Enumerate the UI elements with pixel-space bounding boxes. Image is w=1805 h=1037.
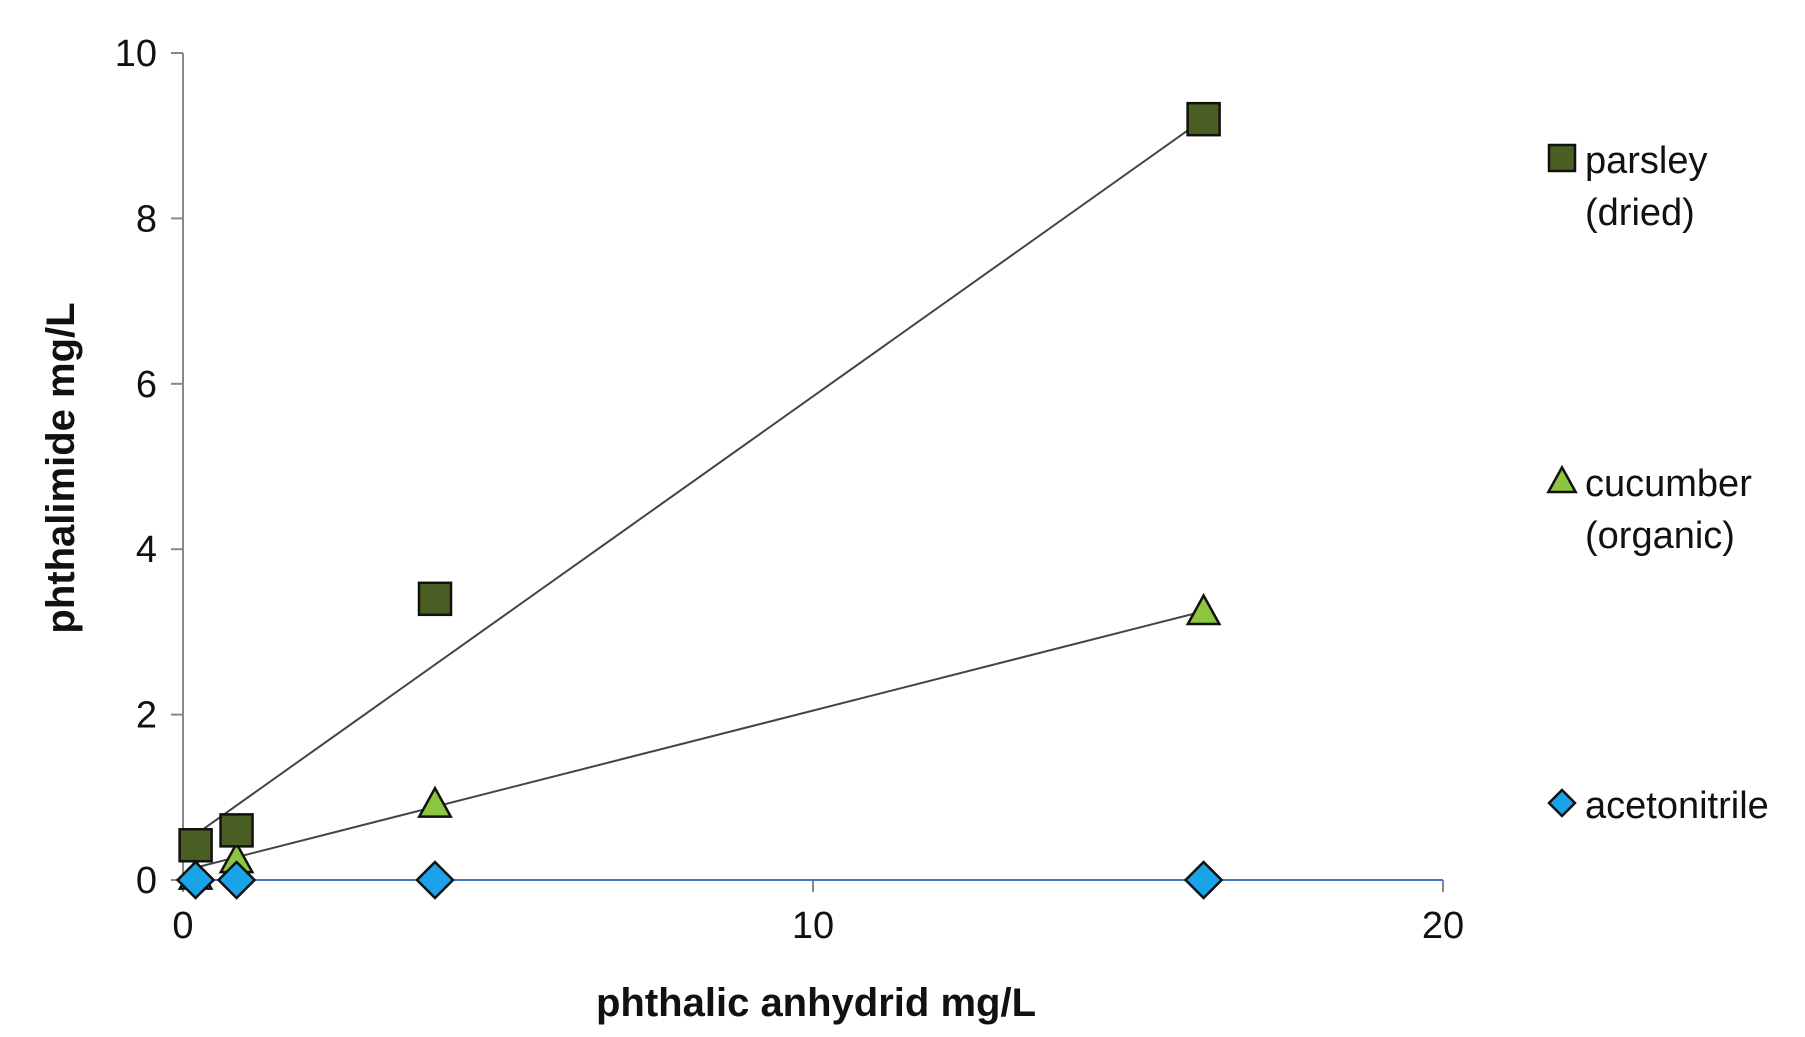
- legend-marker-triangle: [1546, 464, 1578, 494]
- x-tick-label: 10: [792, 905, 834, 947]
- data-point-triangle: [1185, 592, 1222, 626]
- y-tick-label: 2: [136, 695, 157, 737]
- trendlines: [183, 118, 1443, 881]
- y-tick-label: 0: [136, 860, 157, 902]
- x-tick-label: 0: [172, 905, 193, 947]
- legend-label: acetonitrile: [1585, 785, 1769, 827]
- trendline-square: [195, 118, 1205, 836]
- data-point-diamond: [1183, 860, 1224, 900]
- data-point-square: [417, 581, 453, 617]
- data-point-square: [178, 828, 213, 863]
- legend: parsley (dried) cucumber (organic) acetonitr…: [1546, 140, 1769, 827]
- x-tick-label: 20: [1422, 905, 1464, 947]
- y-tick-label: 6: [136, 364, 157, 406]
- y-axis-title: phthalimide mg/L: [39, 302, 83, 633]
- data-point-diamond: [415, 860, 455, 900]
- x-axis-title: phthalic anhydrid mg/L: [596, 981, 1036, 1025]
- legend-marker-diamond: [1547, 788, 1577, 818]
- y-tick-label: 10: [115, 33, 157, 75]
- legend-label: (organic): [1585, 515, 1735, 557]
- legend-label: parsley: [1585, 140, 1708, 182]
- data-point-triangle: [417, 785, 453, 818]
- legend-label: cucumber: [1585, 463, 1752, 505]
- y-tick-label: 8: [136, 198, 157, 240]
- data-points: [175, 101, 1224, 900]
- trendline-triangle: [195, 610, 1204, 869]
- data-point-square: [1186, 101, 1221, 137]
- data-point-diamond: [175, 860, 216, 900]
- data-point-square: [219, 813, 254, 848]
- y-tick-label: 4: [136, 529, 157, 571]
- data-point-diamond: [216, 860, 257, 900]
- axes: 0 2 4 6 8 10 0 10 20: [115, 33, 1464, 947]
- legend-label: (dried): [1585, 192, 1695, 234]
- legend-marker-square: [1547, 143, 1577, 173]
